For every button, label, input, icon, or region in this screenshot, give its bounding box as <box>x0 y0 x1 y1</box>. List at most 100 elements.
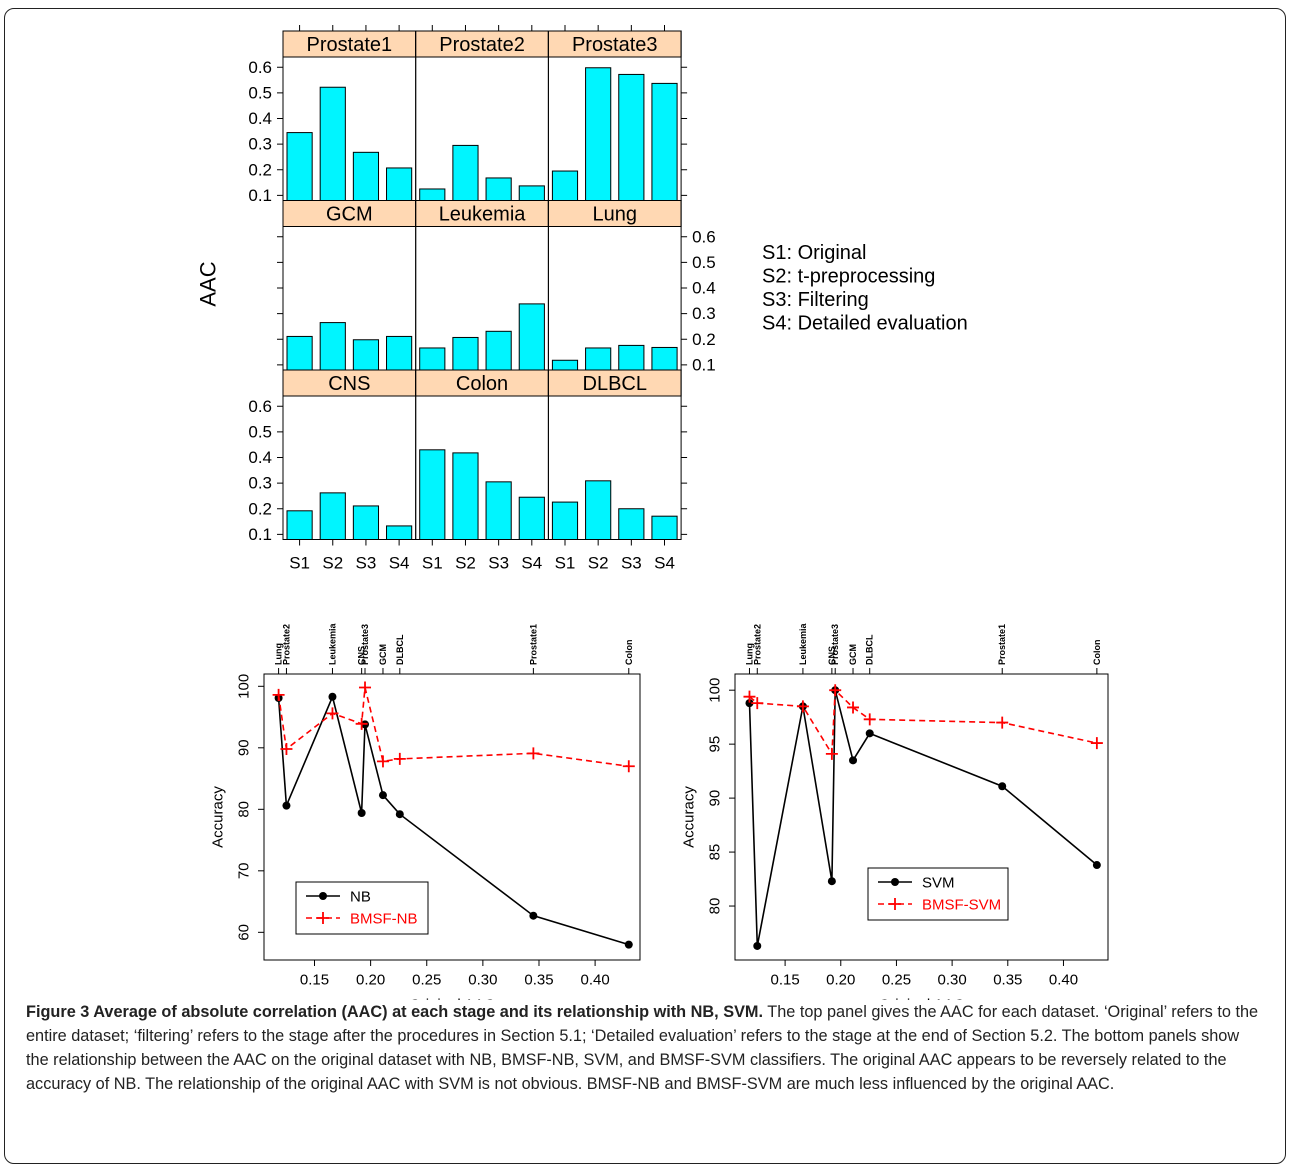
bar <box>518 185 545 202</box>
strip-cns <box>282 369 417 397</box>
x-axis-label: Original AAC <box>879 997 965 1001</box>
plot-box <box>734 673 1109 961</box>
top-tick-label: Lung <box>744 643 754 665</box>
y-tick-label: 0.3 <box>248 474 272 493</box>
bar <box>352 505 380 540</box>
bar <box>419 347 446 371</box>
legend-label: BMSF-SVM <box>922 897 1001 914</box>
bar <box>551 501 579 540</box>
y-tick-label: 85 <box>707 844 724 861</box>
y-tick-label: 90 <box>236 739 253 756</box>
x-axis-label: Original AAC <box>409 997 495 1001</box>
y-tick-label: 0.5 <box>248 422 272 441</box>
data-point <box>996 716 1009 729</box>
x-tick-label: S3 <box>621 554 642 573</box>
x-tick-label: 0.40 <box>581 972 610 989</box>
legend-marker <box>317 912 329 924</box>
legend-entry: S4: Detailed evaluation <box>762 313 968 335</box>
legend-label: SVM <box>922 875 955 892</box>
y-axis-label: Accuracy <box>681 786 698 848</box>
bar <box>319 492 346 540</box>
bar <box>286 510 313 540</box>
bar <box>386 167 413 202</box>
y-tick-label: 0.1 <box>248 525 272 544</box>
data-point <box>796 700 809 713</box>
figure-canvas: Prostate1 Prostate2 Prostate3 GCM Leukemia Lu… <box>196 25 1109 1001</box>
legend-label: BMSF-NB <box>350 911 418 928</box>
data-point <box>865 729 874 738</box>
bar <box>286 132 313 201</box>
y-tick-label: 0.3 <box>692 304 716 323</box>
y-tick-label: 80 <box>236 801 253 818</box>
y-tick-label: 0.2 <box>248 499 272 518</box>
x-tick-label: 0.15 <box>771 972 800 989</box>
y-tick-label: 0.2 <box>248 160 272 179</box>
bar <box>551 359 579 371</box>
bar <box>518 496 545 540</box>
x-tick-label: 0.25 <box>412 972 441 989</box>
data-point <box>529 911 538 920</box>
y-tick-label: 0.6 <box>248 58 272 77</box>
y-tick-label: 70 <box>236 862 253 879</box>
data-point <box>395 810 404 819</box>
x-tick-label: S1 <box>555 554 576 573</box>
bar <box>386 335 413 371</box>
data-point <box>827 877 836 886</box>
top-tick-label: Colon <box>1092 640 1102 666</box>
top-tick-label: GCM <box>848 644 858 665</box>
bar <box>352 151 380 201</box>
data-point <box>326 707 339 720</box>
bar <box>452 452 479 541</box>
top-tick-label: DLBCL <box>395 634 405 665</box>
strip-label: DLBCL <box>583 373 647 395</box>
x-tick-label: S2 <box>322 554 343 573</box>
bar <box>618 344 645 371</box>
strip-label: Colon <box>456 373 508 395</box>
bar <box>551 170 579 201</box>
x-tick-label: 0.40 <box>1049 972 1078 989</box>
data-point <box>745 699 754 708</box>
data-point <box>847 701 860 714</box>
x-tick-label: 0.35 <box>993 972 1022 989</box>
bar <box>386 525 413 541</box>
legend-box <box>295 881 429 935</box>
top-tick-label: Colon <box>624 640 634 666</box>
panel-border <box>547 369 682 540</box>
x-tick-label: S2 <box>455 554 476 573</box>
x-tick-label: S1 <box>289 554 310 573</box>
y-tick-label: 0.1 <box>692 355 716 374</box>
data-point <box>849 756 858 765</box>
strip-label: GCM <box>326 204 373 226</box>
bar <box>319 322 346 371</box>
x-tick-label: S3 <box>356 554 377 573</box>
top-tick-label: GCM <box>378 644 388 665</box>
data-point <box>393 752 406 765</box>
caption-title: Figure 3 Average of absolute correlation… <box>26 1003 764 1021</box>
x-tick-label: S4 <box>654 554 675 573</box>
top-tick-label: Prostate2 <box>281 624 291 665</box>
data-point <box>1092 861 1101 870</box>
y-tick-label: 0.3 <box>248 135 272 154</box>
x-tick-label: 0.30 <box>468 972 497 989</box>
strip-label: Prostate1 <box>307 34 393 56</box>
x-tick-label: 0.20 <box>356 972 385 989</box>
y-tick-label: 0.6 <box>248 397 272 416</box>
strip-prostate3 <box>547 30 682 58</box>
x-tick-label: 0.25 <box>882 972 911 989</box>
data-point <box>751 697 764 710</box>
y-tick-label: 100 <box>707 678 724 703</box>
strip-label: Prostate3 <box>572 34 658 56</box>
legend-entry: S3: Filtering <box>762 289 869 311</box>
bar <box>585 347 612 371</box>
strip-label: CNS <box>328 373 370 395</box>
data-point <box>743 690 756 703</box>
bar <box>419 449 446 540</box>
data-point <box>825 747 838 760</box>
top-tick-label: Lung <box>274 643 284 665</box>
data-point <box>998 782 1007 791</box>
y-tick-label: 0.4 <box>248 109 272 128</box>
bar <box>618 508 645 540</box>
bar <box>352 339 380 371</box>
x-tick-label: 0.30 <box>938 972 967 989</box>
bar <box>419 188 446 201</box>
